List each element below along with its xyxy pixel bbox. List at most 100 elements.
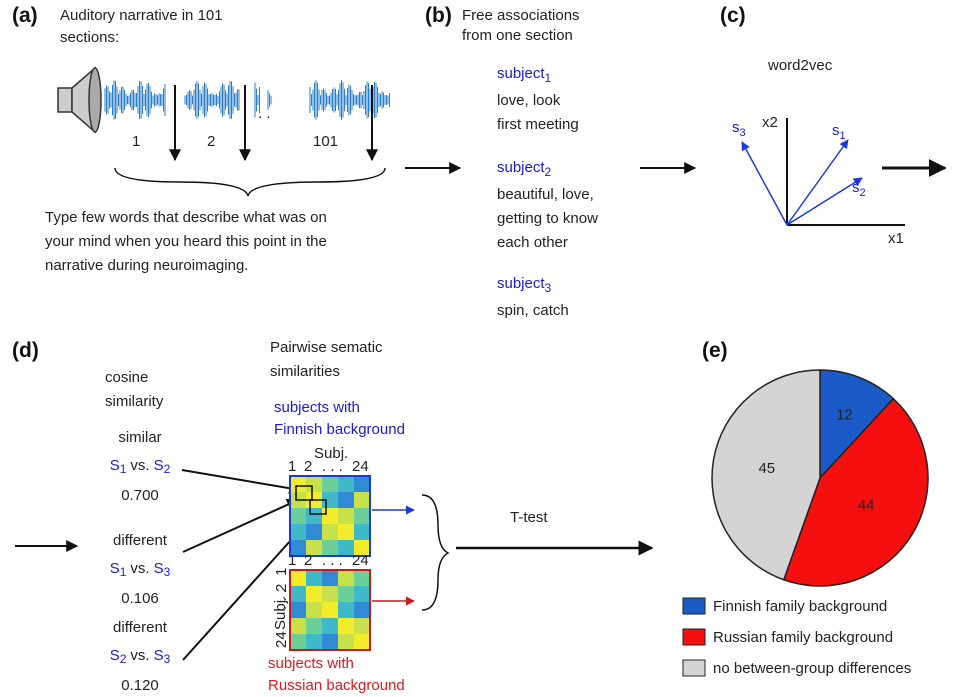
section-number: 101 [313,133,338,150]
axis-label: x2 [762,114,778,131]
slice-label: 12 [836,407,853,424]
matrix-tick: 24 [352,552,369,569]
wave-segment [254,82,260,118]
legend-swatch [682,628,706,646]
instruction: narrative during neuroimaging. [45,257,248,274]
matrix-cell [290,570,306,586]
legend-swatch [682,597,706,615]
vs: vs. [130,647,149,664]
matrix-tick: 1 [288,458,296,475]
vector-label: s2 [852,179,866,199]
vector-name: s [852,179,860,196]
matrix-tick: 2 [304,458,312,475]
matrix-title: similarities [270,363,340,380]
words: first meeting [497,116,579,133]
matrix-cell [354,524,370,540]
axis-label: x1 [888,230,904,247]
matrix-cell [322,476,338,492]
words: beautiful, love, [497,186,594,203]
matrix-cell [290,602,306,618]
legend-swatch [682,659,706,677]
axes [786,118,905,226]
section-number: 2 [207,133,215,150]
comparison-kind: different [113,532,168,549]
words: each other [497,234,568,251]
vector-label: s1 [832,122,846,142]
matrix-border [289,475,371,557]
wave-segment [309,80,390,120]
matrix-cell [338,476,354,492]
matrix-cell [338,570,354,586]
section-number: 1 [132,133,140,150]
matrix-cell [338,618,354,634]
brace [421,494,450,611]
title: Auditory narrative in 101 [60,7,223,24]
vectors [741,139,863,226]
matrix-cell [306,508,322,524]
axis-label: Subj. [314,445,348,462]
matrix-cell [306,570,322,586]
vector-name: s [832,122,840,139]
matrix-cell [306,618,322,634]
title: from one section [462,27,573,44]
matrix-cell [306,586,322,602]
comparison-value: 0.120 [121,677,159,694]
instruction: your mind when you heard this point in t… [45,233,327,250]
panel-label: (c) [720,4,746,27]
vs: vs. [130,560,149,577]
matrix-cell [354,570,370,586]
title: similarity [105,393,164,410]
matrix-cell [338,602,354,618]
legend-label: Finnish family background [713,598,887,615]
comparison-pair: S2 vs. S3 [110,647,171,666]
comparison-value: 0.106 [121,590,159,607]
matrix-cell [354,634,370,650]
vector-index: 2 [860,187,866,199]
matrix-cell [290,476,306,492]
matrix-tick: . . . [322,552,343,569]
matrix-cell [306,476,322,492]
group-label: subjects with [268,655,354,672]
instruction: Type few words that describe what was on [45,209,327,226]
matrix-title: Pairwise sematic [270,339,383,356]
panel-label: (a) [12,4,38,27]
comparison-kind: different [113,619,168,636]
matrix-tick: 24 [352,458,369,475]
matrix-cell [354,586,370,602]
subject: S [110,647,120,664]
matrix-cell [322,586,338,602]
vector-name: s [732,119,740,136]
subject: S [110,560,120,577]
matrix-border [289,569,371,651]
matrix-cell [354,508,370,524]
matrix-cell [322,524,338,540]
section-arrows [169,85,378,162]
subject-index: 1 [545,71,552,85]
wave-segment [104,80,166,120]
subject-index: 3 [164,652,171,666]
panel-label: (e) [702,339,728,362]
subject-index: 2 [545,165,552,179]
matrix-cell [354,476,370,492]
matrix-cell [290,540,306,556]
vector-label: s3 [732,119,746,139]
matrix-cell [290,524,306,540]
highlight [295,485,313,501]
subject: S [110,457,120,474]
matrix-tick: 2 [304,552,312,569]
pie-slice [782,397,929,587]
test-label: T-test [510,509,548,526]
comparison-pair: S1 vs. S3 [110,560,171,579]
matrix-cell [338,586,354,602]
matrix-tick: . . . [273,589,290,610]
slice-label: 44 [858,497,875,514]
speaker-icon [57,66,102,134]
matrix-cell [354,540,370,556]
subject-label: subject1 [497,65,552,85]
matrix-cell [338,634,354,650]
matrix-cell [322,618,338,634]
subject: S [154,647,164,664]
comparison-value: 0.700 [121,487,159,504]
